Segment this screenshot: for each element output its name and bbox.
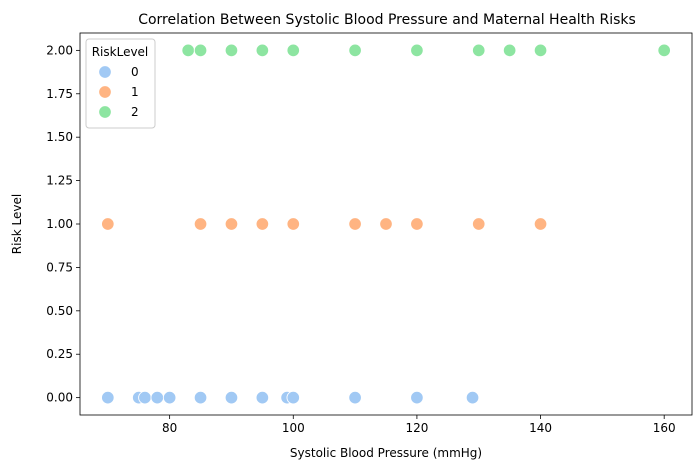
legend-marker: [98, 65, 112, 79]
data-point-risk-2: [224, 43, 239, 58]
data-point-risk-0: [286, 390, 301, 405]
chart-title: Correlation Between Systolic Blood Press…: [138, 12, 636, 28]
x-axis-label: Systolic Blood Pressure (mmHg): [290, 446, 482, 460]
data-point-risk-1: [379, 217, 393, 231]
data-point-risk-1: [533, 217, 548, 231]
legend-marker: [98, 105, 112, 119]
data-point-risk-1: [101, 217, 115, 231]
data-point-risk-1: [224, 217, 239, 231]
x-axis: 80 100 120 140 160: [162, 415, 676, 435]
legend-marker: [98, 85, 112, 99]
y-tick-label: 1.00: [46, 217, 73, 231]
data-point-risk-2: [255, 43, 270, 58]
y-tick-label: 0.25: [46, 347, 73, 361]
x-tick-label: 120: [405, 421, 428, 435]
y-tick-label: 0.50: [46, 304, 73, 318]
data-point-risk-0: [162, 390, 177, 405]
y-tick-label: 1.25: [46, 174, 73, 188]
data-point-risk-2: [533, 43, 548, 58]
legend-title: RiskLevel: [92, 45, 149, 59]
data-point-risk-0: [255, 390, 270, 405]
data-point-risk-1: [193, 217, 208, 231]
y-tick-label: 2.00: [46, 43, 73, 57]
data-points: [101, 43, 671, 405]
y-axis-label: Risk Level: [10, 194, 24, 254]
data-point-risk-2: [657, 43, 671, 58]
x-tick-label: 160: [653, 421, 676, 435]
x-tick-label: 100: [282, 421, 305, 435]
data-point-risk-2: [502, 43, 517, 58]
legend-label: 0: [131, 65, 139, 79]
legend: RiskLevel 0 1 2: [85, 38, 156, 129]
y-tick-label: 1.75: [46, 87, 73, 101]
y-tick-label: 0.00: [46, 391, 73, 405]
data-point-risk-2: [471, 43, 486, 58]
data-point-risk-0: [224, 390, 239, 405]
x-tick-label: 140: [529, 421, 552, 435]
data-point-risk-1: [348, 217, 362, 231]
y-axis: 0.00 0.25 0.50 0.75 1.00 1.25 1.50 1.75 2.00: [46, 43, 80, 405]
data-point-risk-0: [348, 390, 362, 405]
data-point-risk-0: [465, 390, 480, 405]
data-point-risk-1: [286, 217, 301, 231]
data-point-risk-0: [193, 390, 208, 405]
legend-label: 2: [131, 105, 139, 119]
data-point-risk-1: [410, 217, 424, 231]
data-point-risk-1: [471, 217, 486, 231]
data-point-risk-2: [181, 43, 195, 58]
data-point-risk-0: [150, 390, 165, 405]
y-tick-label: 0.75: [46, 260, 73, 274]
data-point-risk-2: [193, 43, 208, 58]
data-point-risk-1: [255, 217, 270, 231]
x-tick-label: 80: [162, 421, 177, 435]
data-point-risk-0: [138, 390, 152, 405]
y-tick-label: 1.50: [46, 130, 73, 144]
data-point-risk-2: [410, 43, 424, 58]
legend-label: 1: [131, 85, 139, 99]
data-point-risk-2: [348, 43, 362, 58]
data-point-risk-0: [101, 390, 115, 405]
data-point-risk-2: [286, 43, 301, 58]
data-point-risk-0: [410, 390, 424, 405]
